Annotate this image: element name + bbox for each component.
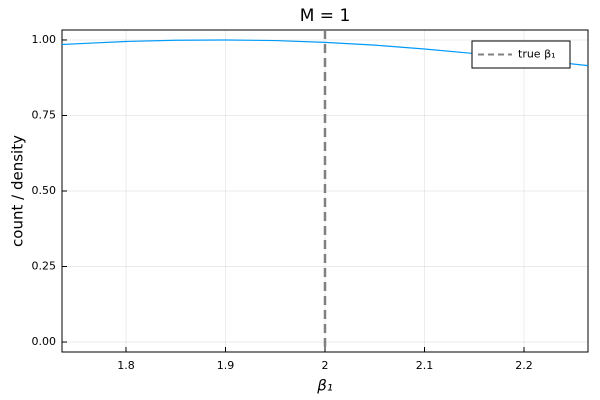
- y-tick-label: 0.25: [32, 260, 57, 273]
- y-tick-label: 1.00: [32, 33, 57, 46]
- chart-title: M = 1: [300, 6, 351, 26]
- legend-label: true β₁: [518, 48, 556, 61]
- x-tick-label: 1.9: [217, 359, 235, 372]
- x-tick-label: 2.1: [416, 359, 434, 372]
- y-axis-label: count / density: [9, 135, 27, 247]
- y-tick-label: 0.00: [32, 335, 57, 348]
- x-tick-label: 2.2: [515, 359, 533, 372]
- y-tick-label: 0.75: [32, 108, 57, 121]
- y-tick-label: 0.50: [32, 184, 57, 197]
- x-tick-label: 2: [322, 359, 329, 372]
- x-tick-label: 1.8: [117, 359, 135, 372]
- x-axis-label: β₁: [316, 377, 333, 395]
